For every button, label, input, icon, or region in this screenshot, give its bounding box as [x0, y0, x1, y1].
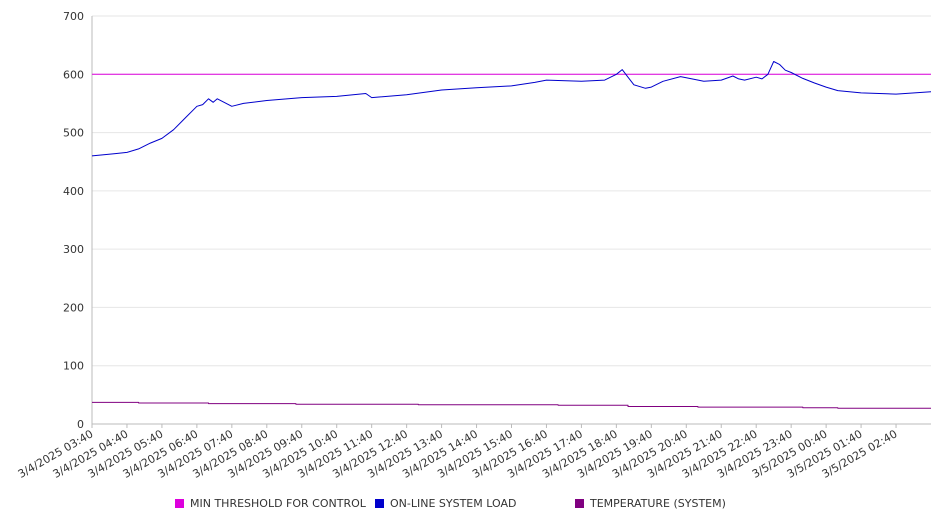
x-tick-labels: 3/4/2025 03:403/4/2025 04:403/4/2025 05:… — [16, 427, 900, 481]
axes — [91, 16, 931, 428]
legend-swatch-temperature — [575, 499, 584, 508]
series-line-system-load — [91, 61, 932, 157]
legend: MIN THRESHOLD FOR CONTROL ON-LINE SYSTEM… — [0, 497, 946, 515]
grid — [92, 15, 931, 367]
y-tick-labels: 0 100 200 300 400 500 600 700 — [63, 10, 84, 431]
legend-label-threshold: MIN THRESHOLD FOR CONTROL — [190, 497, 366, 510]
legend-label-system-load: ON-LINE SYSTEM LOAD — [390, 497, 517, 510]
legend-swatch-threshold — [175, 499, 184, 508]
y-tick-label-2: 200 — [63, 301, 84, 314]
y-tick-label-6: 600 — [63, 68, 84, 81]
legend-item-threshold[interactable]: MIN THRESHOLD FOR CONTROL — [175, 497, 366, 510]
y-tick-label-4: 400 — [63, 185, 84, 198]
y-tick-label-5: 500 — [63, 127, 84, 140]
legend-label-temperature: TEMPERATURE (SYSTEM) — [590, 497, 726, 510]
legend-item-temperature[interactable]: TEMPERATURE (SYSTEM) — [575, 497, 726, 510]
y-tick-label-0: 0 — [77, 418, 84, 431]
legend-item-system-load[interactable]: ON-LINE SYSTEM LOAD — [375, 497, 516, 510]
legend-swatch-system-load — [375, 499, 384, 508]
y-tick-label-1: 100 — [63, 360, 84, 373]
y-tick-label-7: 700 — [63, 10, 84, 23]
series-lines — [91, 61, 932, 409]
y-tick-label-3: 300 — [63, 243, 84, 256]
series-line-temperature — [92, 401, 931, 409]
